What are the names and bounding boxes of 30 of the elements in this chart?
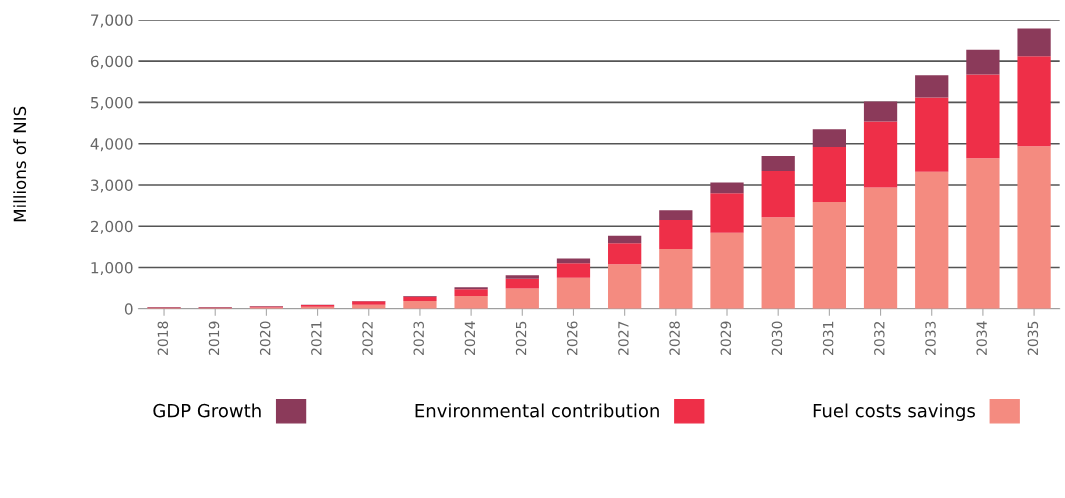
x-tick-label: 2023 <box>413 321 424 355</box>
x-tick-label: 2024 <box>464 321 476 355</box>
x-tick-label: 2028 <box>669 321 680 355</box>
x-tick-label: 2021 <box>311 321 322 355</box>
x-tick-label: 2018 <box>157 321 169 355</box>
legend-label: Environmental contribution <box>415 403 659 418</box>
x-tick-label: 2020 <box>259 321 271 355</box>
x-tick-label: 2035 <box>1027 321 1039 355</box>
x-tick-label: 2034 <box>976 321 987 355</box>
y-tick-label: 6,000 <box>90 55 133 69</box>
legend-label: GDP Growth <box>153 403 261 418</box>
y-axis-title: Millions of NIS <box>13 106 27 222</box>
y-tick-label: 0 <box>124 303 133 315</box>
x-tick-label: 2027 <box>618 321 629 355</box>
x-tick-label: 2025 <box>515 321 527 355</box>
x-tick-label: 2031 <box>822 321 834 355</box>
x-tick-label: 2033 <box>925 321 936 355</box>
x-tick-label: 2019 <box>208 321 220 355</box>
legend-label: Fuel costs savings <box>813 403 975 421</box>
x-tick-label: 2022 <box>362 321 373 355</box>
x-tick-label: 2030 <box>771 321 783 355</box>
y-tick-label: 1,000 <box>91 261 133 276</box>
x-tick-label: 2032 <box>874 321 885 355</box>
x-tick-label: 2029 <box>720 321 732 355</box>
x-tick-label: 2026 <box>567 321 578 355</box>
y-tick-label: 5,000 <box>91 96 133 111</box>
y-tick-label: 2,000 <box>90 220 133 234</box>
y-tick-label: 7,000 <box>91 14 133 28</box>
y-tick-label: 3,000 <box>91 179 133 193</box>
y-tick-label: 4,000 <box>90 138 133 152</box>
